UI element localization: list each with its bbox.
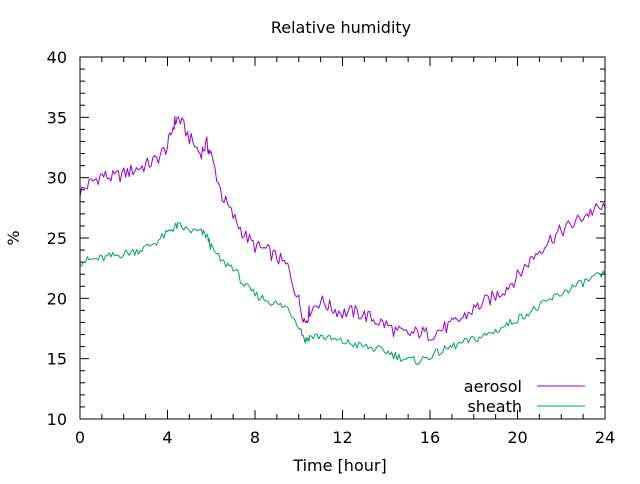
y-tick-label: 15 bbox=[47, 350, 67, 369]
x-tick-label: 12 bbox=[332, 428, 352, 447]
chart-title: Relative humidity bbox=[271, 18, 411, 37]
x-tick-label: 20 bbox=[507, 428, 527, 447]
x-tick-label: 24 bbox=[595, 428, 615, 447]
y-axis-title: % bbox=[4, 230, 23, 245]
y-tick-label: 30 bbox=[47, 169, 67, 188]
series-line-aerosol bbox=[79, 115, 606, 341]
y-tick-label: 10 bbox=[47, 410, 67, 429]
series-layer bbox=[79, 115, 606, 366]
legend-label-aerosol: aerosol bbox=[464, 377, 522, 396]
x-axis-title: Time [hour] bbox=[292, 456, 386, 475]
legend-label-sheath: sheath bbox=[467, 397, 522, 416]
x-tick-label: 0 bbox=[75, 428, 85, 447]
x-tick-label: 8 bbox=[250, 428, 260, 447]
y-tick-label: 40 bbox=[47, 48, 67, 67]
x-tick-label: 4 bbox=[162, 428, 172, 447]
y-tick-label: 20 bbox=[47, 289, 67, 308]
x-tick-label: 16 bbox=[420, 428, 440, 447]
y-tick-label: 25 bbox=[47, 229, 67, 248]
tick-layer: 0 4 8 12 16 20 24 10 15 20 25 30 35 40 bbox=[47, 48, 616, 447]
series-line-sheath bbox=[79, 222, 606, 366]
y-tick-label: 35 bbox=[47, 108, 67, 127]
plot-frame bbox=[79, 56, 606, 420]
